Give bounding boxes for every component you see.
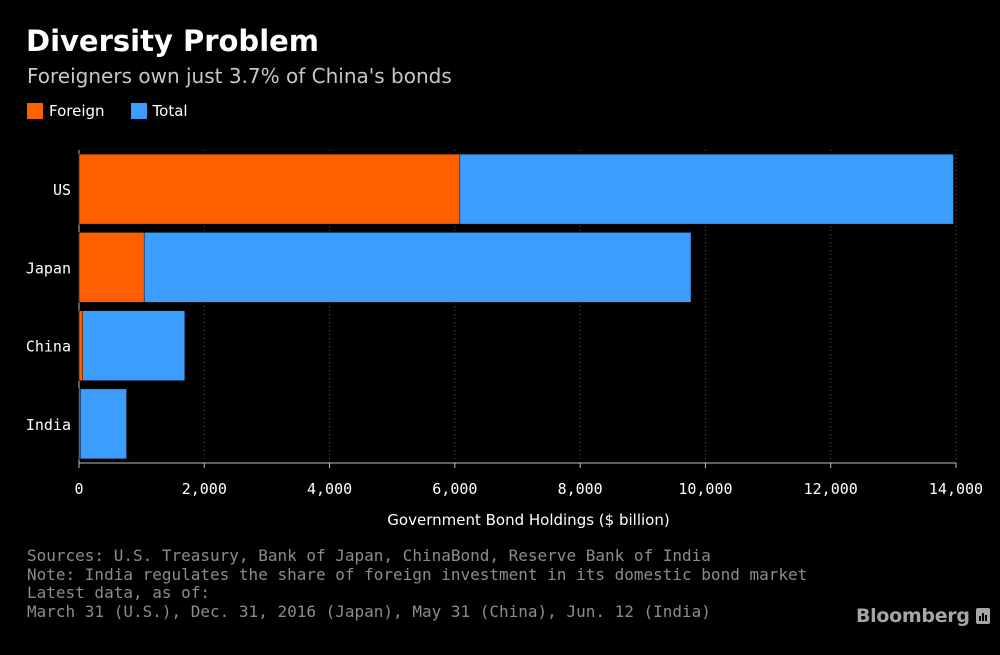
footnotes: Sources: U.S. Treasury, Bank of Japan, C…: [27, 546, 808, 621]
legend: Foreign Total: [27, 102, 214, 120]
bar-total-japan: [78, 232, 692, 303]
y-tick-label: China: [26, 338, 71, 356]
bloomberg-logo: Bloomberg: [856, 605, 990, 627]
footnote-note: Note: India regulates the share of forei…: [27, 564, 808, 584]
legend-item-foreign: Foreign: [27, 102, 105, 120]
x-tick-label: 14,000: [929, 480, 983, 498]
chart-subtitle: Foreigners own just 3.7% of China's bond…: [27, 64, 452, 88]
x-tick-label: 4,000: [307, 480, 352, 498]
bar-total-india: [78, 388, 127, 460]
y-tick-label: Japan: [26, 259, 71, 277]
legend-item-total: Total: [130, 102, 188, 120]
legend-swatch-foreign: [27, 103, 43, 119]
bar-foreign-japan: [78, 232, 145, 303]
legend-swatch-total: [130, 103, 147, 119]
brand-name: Bloomberg: [856, 605, 970, 627]
footnote-latest-data: Latest data, as of:: [27, 583, 211, 602]
bloomberg-chart-icon: [975, 608, 990, 624]
footnote-dates: March 31 (U.S.), Dec. 31, 2016 (Japan), …: [27, 601, 711, 621]
bar-foreign-us: [78, 153, 461, 225]
legend-label-total: Total: [152, 102, 188, 120]
x-tick-label: 10,000: [678, 480, 732, 498]
x-tick-label: 0: [74, 480, 83, 498]
x-tick-label: 6,000: [432, 480, 477, 498]
footnote-sources: Sources: U.S. Treasury, Bank of Japan, C…: [27, 546, 711, 565]
x-tick-label: 8,000: [558, 480, 603, 498]
chart-title: Diversity Problem: [26, 24, 320, 58]
y-tick-label: India: [26, 416, 71, 434]
bar-foreign-india: [78, 388, 81, 460]
x-tick-label: 12,000: [804, 480, 858, 498]
legend-label-foreign: Foreign: [49, 102, 105, 120]
y-tick-label: US: [53, 181, 71, 199]
bar-total-china: [78, 310, 186, 381]
x-tick-label: 2,000: [182, 480, 227, 498]
bar-foreign-china: [78, 310, 84, 381]
x-axis-label: Government Bond Holdings ($ billion): [387, 511, 669, 529]
